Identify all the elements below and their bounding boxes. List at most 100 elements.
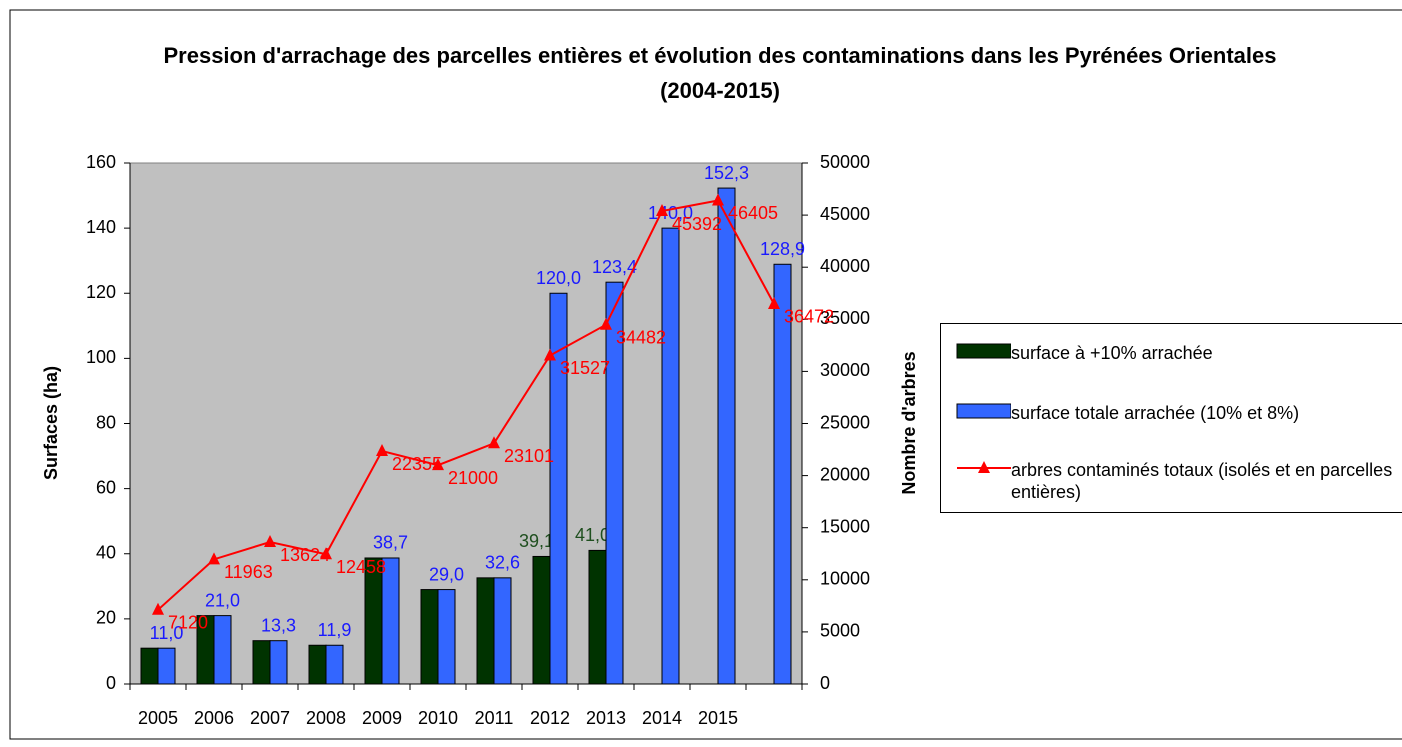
line-marker — [768, 296, 780, 309]
frame — [9, 9, 1402, 740]
bar — [773, 263, 792, 685]
bar — [252, 640, 271, 685]
data-label: 21,0 — [205, 590, 240, 610]
data-label: 34482 — [616, 327, 666, 347]
data-label: 23101 — [504, 446, 554, 466]
line-marker — [488, 436, 500, 449]
y2-tick-label: 40000 — [820, 256, 870, 276]
y2-tick-label: 50000 — [820, 152, 870, 172]
x-tick-label: 2012 — [530, 708, 570, 728]
legend-label: surface totale arrachée (10% et 8%) — [1011, 403, 1300, 423]
data-label: 38,7 — [373, 533, 408, 553]
bar — [532, 555, 551, 685]
bar — [476, 577, 495, 685]
data-label: 32,6 — [485, 553, 520, 573]
legend-swatch — [956, 343, 1011, 359]
line-marker — [712, 193, 724, 206]
line-marker — [264, 535, 276, 548]
data-label: 11,9 — [318, 620, 352, 640]
line-marker — [600, 317, 612, 330]
legend-swatch — [956, 403, 1011, 419]
x-tick-label: 2009 — [362, 708, 402, 728]
bar — [213, 615, 232, 685]
y-tick-label: 40 — [96, 543, 116, 563]
line-marker — [376, 444, 388, 457]
x-tick-label: 2013 — [586, 708, 626, 728]
x-tick-label: 2005 — [138, 708, 178, 728]
bar — [140, 647, 159, 685]
bar — [269, 640, 288, 685]
y-tick-label: 160 — [86, 152, 116, 172]
bar — [493, 577, 512, 685]
bar — [308, 644, 327, 685]
x-tick-label: 2007 — [250, 708, 290, 728]
data-label: 21000 — [448, 468, 498, 488]
line-marker — [656, 204, 668, 217]
bar — [588, 549, 607, 685]
legend-label: surface à +10% arrachée — [1011, 343, 1213, 363]
y2-tick-label: 20000 — [820, 464, 870, 484]
y2-tick-label: 0 — [820, 673, 830, 693]
bar — [420, 589, 439, 685]
y2-tick-label: 15000 — [820, 516, 870, 536]
data-label: 11963 — [224, 562, 273, 582]
line-marker — [544, 348, 556, 361]
data-label: 22355 — [392, 454, 442, 474]
y2-tick-label: 35000 — [820, 308, 870, 328]
y-tick-label: 80 — [96, 412, 116, 432]
line-marker — [432, 458, 444, 471]
y-tick-label: 0 — [106, 673, 116, 693]
data-label: 45392 — [672, 214, 722, 234]
x-tick-label: 2011 — [475, 708, 514, 728]
bar — [381, 557, 400, 685]
line — [157, 199, 775, 611]
chart-title: Pression d'arrachage des parcelles entiè… — [163, 43, 1277, 103]
line-marker — [320, 547, 332, 560]
legend-swatch — [957, 461, 1011, 473]
legend-marker — [978, 461, 990, 473]
bar — [437, 589, 456, 685]
legend-label: arbres contaminés totaux (isolés et en p… — [1011, 460, 1393, 502]
bar — [549, 292, 568, 685]
legend: surface à +10% arrachée surface totale ar… — [940, 323, 1402, 513]
data-label: 123,4 — [592, 257, 637, 277]
bar — [605, 281, 624, 685]
data-label: 13,3 — [261, 615, 296, 635]
x-tick-label: 2015 — [698, 708, 738, 728]
y-tick-label: 60 — [96, 477, 116, 497]
y-axis-title: Surfaces (ha) — [41, 366, 61, 480]
x-tick-label: 2014 — [642, 708, 682, 728]
data-label: 7120 — [168, 613, 208, 633]
data-label: 31527 — [560, 358, 610, 378]
data-label: 46405 — [728, 203, 778, 223]
y2-tick-label: 25000 — [820, 412, 870, 432]
bar — [157, 647, 176, 685]
bar — [325, 644, 344, 685]
plot-area — [129, 162, 803, 685]
data-label: 36472 — [784, 307, 834, 327]
data-label: 12458 — [336, 557, 386, 577]
y2-tick-label: 5000 — [820, 621, 860, 641]
line-marker — [152, 602, 164, 615]
y2-tick-label: 10000 — [820, 569, 870, 589]
bar — [717, 187, 736, 685]
data-label: 29,0 — [429, 564, 464, 584]
y-tick-label: 100 — [86, 347, 116, 367]
line-marker — [208, 552, 220, 565]
y2-tick-label: 30000 — [820, 360, 870, 380]
x-tick-label: 2006 — [194, 708, 234, 728]
x-tick-label: 2008 — [306, 708, 346, 728]
data-label: 120,0 — [536, 268, 581, 288]
y-tick-label: 140 — [86, 217, 116, 237]
data-label: 128,9 — [760, 239, 805, 259]
bar — [661, 227, 680, 685]
data-label: 13624 — [280, 545, 330, 565]
y2-axis-title: Nombre d'arbres — [899, 351, 919, 494]
legend-box — [956, 403, 1011, 419]
x-tick-label: 2010 — [418, 708, 458, 728]
y-tick-label: 120 — [86, 282, 116, 302]
data-label: 11,0 — [150, 623, 184, 643]
y2-tick-label: 45000 — [820, 204, 870, 224]
